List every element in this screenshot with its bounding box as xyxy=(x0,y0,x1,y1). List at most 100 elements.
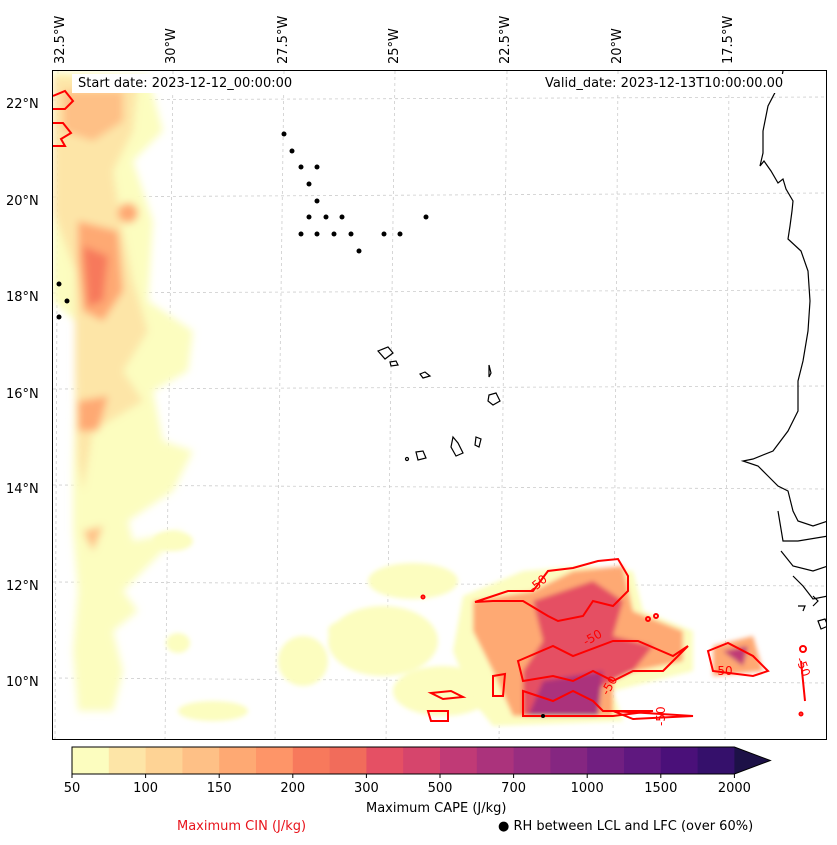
colorbar-tick-label: 150 xyxy=(206,781,232,796)
cin-label: -50 xyxy=(713,664,733,678)
cin-label: -50 xyxy=(793,655,813,678)
cin-label: -50 xyxy=(654,706,668,726)
colorbar-band xyxy=(72,747,110,774)
lat-label: 20°N xyxy=(6,194,39,209)
cape-field-south xyxy=(453,566,763,726)
cin-contour-line xyxy=(800,660,806,702)
cape-area xyxy=(63,91,123,141)
grid-line xyxy=(274,71,285,739)
colorbar-outline xyxy=(71,746,772,775)
colorbar-band xyxy=(550,747,588,774)
lat-label: 14°N xyxy=(6,482,39,497)
lon-label: 32.5°W xyxy=(53,15,68,64)
cape-area xyxy=(528,671,603,716)
colorbar-tick-label: 1500 xyxy=(644,781,678,796)
colorbar-band xyxy=(145,747,183,774)
cape-area xyxy=(368,563,458,599)
rh-marker xyxy=(323,214,329,220)
map-panel[interactable]: -50 -50 -50 -50 -50 -50 xyxy=(52,70,827,740)
lon-label: 27.5°W xyxy=(276,15,291,64)
rh-markers xyxy=(56,131,545,718)
cape-area xyxy=(83,526,103,551)
cin-contour-line xyxy=(420,594,426,600)
cape-area xyxy=(278,636,328,686)
grid-line xyxy=(53,96,826,101)
lon-label: 30°W xyxy=(164,28,179,64)
island xyxy=(487,392,501,406)
rh-marker xyxy=(306,181,312,187)
colorbar-band xyxy=(366,747,404,774)
lon-label: 20°W xyxy=(610,28,625,64)
lat-label: 12°N xyxy=(6,579,39,594)
rh-marker xyxy=(56,281,62,287)
cin-legend-label: Maximum CIN (J/kg) xyxy=(177,819,307,834)
africa-coastline xyxy=(740,71,826,600)
cin-contours xyxy=(53,89,807,722)
rh-marker xyxy=(298,164,304,170)
colorbar-band xyxy=(219,747,257,774)
colorbar-band xyxy=(513,747,551,774)
island xyxy=(376,346,394,360)
cin-contour-line xyxy=(516,640,689,683)
cape-area xyxy=(153,531,193,551)
colorbar-extend-arrow xyxy=(734,747,771,774)
rh-marker xyxy=(397,231,403,237)
colorbar-band xyxy=(624,747,662,774)
colorbar-band xyxy=(108,747,147,774)
cape-area xyxy=(328,606,438,676)
lat-label: 10°N xyxy=(6,675,39,690)
colorbar-tick-label: 200 xyxy=(280,781,306,796)
cape-area xyxy=(78,396,108,431)
cin-contour-line xyxy=(706,641,770,678)
colorbar-band xyxy=(292,747,331,774)
grid-line xyxy=(54,71,59,739)
island xyxy=(389,360,399,367)
rh-marker xyxy=(331,231,337,237)
colorbar-tick-label: 50 xyxy=(63,781,81,796)
rh-marker xyxy=(381,231,387,237)
island xyxy=(474,436,482,448)
colorbar-tick-label: 500 xyxy=(427,781,453,796)
rh-marker xyxy=(56,314,62,320)
grid-line xyxy=(53,385,826,390)
colorbar-tick-label: 100 xyxy=(133,781,159,796)
rh-marker xyxy=(314,164,320,170)
cin-contour-line xyxy=(474,557,629,623)
colorbar-band xyxy=(403,747,441,774)
island xyxy=(798,595,826,630)
map-canvas: -50 -50 -50 -50 -50 -50 xyxy=(53,71,826,739)
rh-marker xyxy=(64,298,70,304)
cin-contour-line xyxy=(645,616,651,622)
island xyxy=(415,450,427,461)
cape-area xyxy=(328,621,358,641)
rh-legend-label: ● RH between LCL and LFC (over 60%) xyxy=(498,819,754,834)
rh-marker xyxy=(289,148,295,154)
cin-contour-line xyxy=(426,710,449,722)
cin-contour-line xyxy=(799,645,807,653)
grid-line xyxy=(53,192,826,198)
colorbar-band xyxy=(440,747,478,774)
cape-area xyxy=(118,203,138,223)
valid-date-label: Valid_date: 2023-12-13T10:00:00.00 xyxy=(539,74,790,93)
cin-contour-line xyxy=(492,672,507,697)
rh-marker xyxy=(281,131,287,137)
island xyxy=(419,371,432,379)
cin-contour-line xyxy=(522,689,654,717)
rh-marker xyxy=(314,231,320,237)
island xyxy=(450,435,464,457)
start-date-label: Start date: 2023-12-12_00:00:00 xyxy=(72,74,299,93)
cin-contour-line xyxy=(53,89,75,110)
rh-marker xyxy=(541,714,545,718)
rh-marker xyxy=(306,214,312,220)
island xyxy=(488,364,492,378)
colorbar-tick-label: 300 xyxy=(353,781,379,796)
cape-field-west xyxy=(53,71,193,711)
colorbar-tick-label: 1000 xyxy=(570,781,604,796)
cape-area xyxy=(178,701,248,721)
cin-contour-line xyxy=(612,710,694,721)
colorbar-tick-label: 700 xyxy=(501,781,527,796)
rh-marker xyxy=(339,214,345,220)
colorbar-band xyxy=(329,747,367,774)
cape-area xyxy=(83,246,108,306)
rh-marker xyxy=(298,231,304,237)
